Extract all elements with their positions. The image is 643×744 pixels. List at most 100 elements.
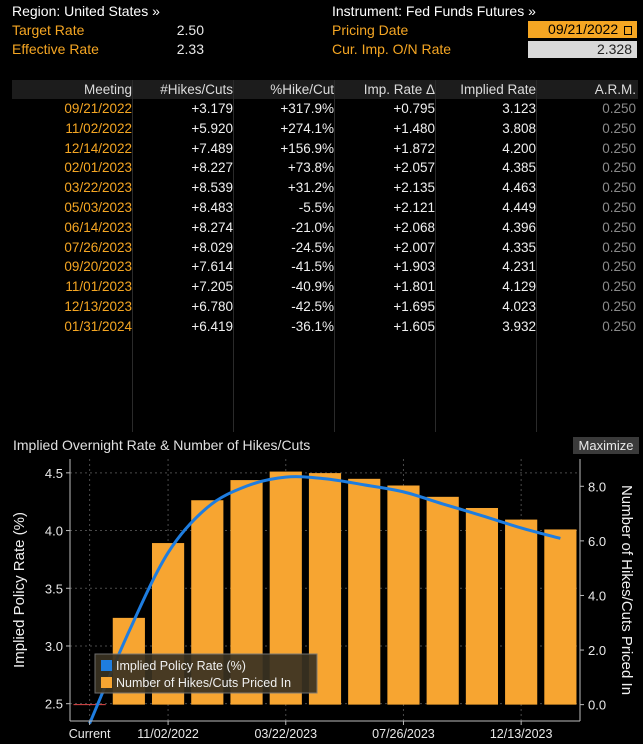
- cell-implied: 4.463: [502, 180, 536, 196]
- y-axis-title: Implied Policy Rate (%): [11, 512, 28, 668]
- table-row[interactable]: 09/20/2023 +7.614 -41.5% +1.903 4.231 0.250: [12, 257, 638, 277]
- calendar-icon[interactable]: [624, 26, 632, 35]
- x-tick-label: 11/02/2022: [137, 727, 199, 741]
- bar: [426, 496, 459, 705]
- cell-implied: 4.449: [502, 200, 536, 215]
- table-row[interactable]: 11/02/2022 +5.920 +274.1% +1.480 3.808 0.250: [12, 119, 638, 139]
- cell-arm: 0.250: [602, 318, 636, 334]
- cell-delta: +1.872: [393, 140, 435, 156]
- col-divider: [334, 80, 335, 432]
- cell-arm: 0.250: [602, 259, 636, 275]
- legend-swatch-line: [101, 660, 112, 671]
- col-implied[interactable]: Implied Rate: [460, 82, 536, 97]
- table-row[interactable]: 09/21/2022 +3.179 +317.9% +0.795 3.123 0.250: [12, 99, 638, 119]
- col-delta[interactable]: Imp. Rate Δ: [363, 82, 435, 97]
- table-row[interactable]: 11/01/2023 +7.205 -40.9% +1.801 4.129 0.250: [12, 277, 638, 297]
- legend-box: [94, 653, 318, 694]
- legend-swatch-bar: [101, 677, 112, 688]
- cell-arm: 0.250: [602, 239, 636, 255]
- bar: [465, 507, 499, 705]
- cell-hikes: +8.483: [191, 200, 233, 215]
- cell-implied: 4.396: [502, 219, 536, 235]
- cell-implied: 4.023: [502, 299, 536, 314]
- cell-arm: 0.250: [602, 120, 636, 136]
- cell-hikes: +7.614: [191, 259, 233, 275]
- cell-arm: 0.250: [602, 200, 636, 215]
- cell-meeting: 03/22/2023: [64, 180, 132, 196]
- table-row[interactable]: 07/26/2023 +8.029 -24.5% +2.007 4.335 0.250: [12, 238, 638, 258]
- cell-hikes: +8.274: [191, 219, 233, 235]
- y2-tick-label: 0.0: [588, 698, 606, 713]
- x-tick-label: 12/13/2023: [490, 727, 553, 741]
- instrument-selector[interactable]: Instrument: Fed Funds Futures »: [332, 3, 536, 19]
- x-tick-label: 03/22/2023: [254, 727, 317, 741]
- cell-pct: -5.5%: [298, 200, 334, 215]
- x-tick-label: 07/26/2023: [372, 727, 435, 741]
- table-row[interactable]: 03/22/2023 +8.539 +31.2% +2.135 4.463 0.250: [12, 178, 638, 198]
- cell-hikes: +6.419: [191, 318, 233, 334]
- cell-pct: +73.8%: [287, 160, 334, 176]
- cell-pct: -21.0%: [291, 219, 334, 235]
- legend-label-bar: Number of Hikes/Cuts Priced In: [116, 676, 291, 690]
- col-divider: [536, 80, 537, 432]
- table-row[interactable]: 01/31/2024 +6.419 -36.1% +1.605 3.932 0.250: [12, 317, 638, 337]
- cell-pct: +31.2%: [287, 180, 334, 196]
- series-line: [88, 475, 561, 725]
- cell-meeting: 06/14/2023: [64, 219, 132, 235]
- col-arm[interactable]: A.R.M.: [594, 82, 636, 97]
- cell-meeting: 07/26/2023: [64, 239, 132, 255]
- effective-rate-label: Effective Rate: [12, 41, 99, 57]
- table-header: Meeting #Hikes/Cuts %Hike/Cut Imp. Rate …: [12, 80, 638, 99]
- cell-delta: +0.795: [393, 101, 435, 116]
- pricing-date-input[interactable]: 09/21/2022: [528, 21, 637, 38]
- y2-tick-label: 4.0: [588, 588, 606, 603]
- cell-pct: +156.9%: [280, 140, 334, 156]
- cell-meeting: 11/01/2023: [65, 279, 132, 295]
- table-row[interactable]: 05/03/2023 +8.483 -5.5% +2.121 4.449 0.250: [12, 198, 638, 218]
- table-row[interactable]: 12/13/2023 +6.780 -42.5% +1.695 4.023 0.250: [12, 297, 638, 317]
- cell-implied: 4.231: [502, 259, 536, 275]
- y2-tick-label: 2.0: [588, 643, 606, 658]
- table-row[interactable]: 02/01/2023 +8.227 +73.8% +2.057 4.385 0.250: [12, 158, 638, 178]
- chart-svg: 2.5 3.0 3.5 4.0 4.5 0.0 2.0 4.0 6.0 8.0 Current 11/…: [11, 459, 635, 741]
- cell-meeting: 12/13/2023: [64, 299, 132, 314]
- cell-delta: +2.121: [393, 200, 435, 215]
- target-rate-label: Target Rate: [12, 22, 85, 38]
- col-hikes[interactable]: #Hikes/Cuts: [160, 82, 233, 97]
- cell-delta: +2.068: [393, 219, 435, 235]
- maximize-button[interactable]: Maximize: [573, 437, 639, 454]
- cell-meeting: 01/31/2024: [64, 318, 132, 334]
- cell-meeting: 12/14/2022: [64, 140, 132, 156]
- cell-meeting: 11/02/2022: [65, 120, 132, 136]
- cell-meeting: 02/01/2023: [64, 160, 132, 176]
- cell-arm: 0.250: [602, 279, 636, 295]
- effective-rate-value: 2.33: [176, 41, 204, 57]
- bar: [348, 478, 381, 705]
- cell-implied: 3.808: [502, 120, 536, 136]
- table-row[interactable]: 12/14/2022 +7.489 +156.9% +1.872 4.200 0.250: [12, 139, 638, 159]
- cell-hikes: +7.489: [191, 140, 233, 156]
- col-divider: [435, 80, 436, 432]
- cell-meeting: 05/03/2023: [64, 200, 132, 215]
- col-meeting[interactable]: Meeting: [83, 82, 132, 97]
- chart-panel: Implied Overnight Rate & Number of Hikes…: [8, 437, 641, 744]
- cell-implied: 4.200: [502, 140, 536, 156]
- target-rate-value: 2.50: [176, 22, 204, 38]
- cell-delta: +1.605: [393, 318, 435, 334]
- col-pct[interactable]: %Hike/Cut: [270, 82, 334, 97]
- legend-label-line: Implied Policy Rate (%): [116, 659, 246, 673]
- bar: [544, 529, 577, 705]
- col-divider: [132, 80, 133, 432]
- cell-arm: 0.250: [602, 180, 636, 196]
- cell-pct: -40.9%: [291, 279, 334, 295]
- region-selector[interactable]: Region: United States »: [12, 3, 160, 19]
- y-tick-label: 4.5: [45, 466, 63, 481]
- y2-axis-title: Number of Hikes/Cuts Priced In: [618, 485, 635, 695]
- cell-meeting: 09/20/2023: [64, 259, 132, 275]
- cell-delta: +2.007: [393, 239, 435, 255]
- cell-hikes: +8.227: [191, 160, 233, 176]
- cell-hikes: +5.920: [191, 120, 233, 136]
- pricing-date-label: Pricing Date: [332, 22, 409, 38]
- cell-hikes: +3.179: [191, 101, 233, 116]
- table-row[interactable]: 06/14/2023 +8.274 -21.0% +2.068 4.396 0.250: [12, 218, 638, 238]
